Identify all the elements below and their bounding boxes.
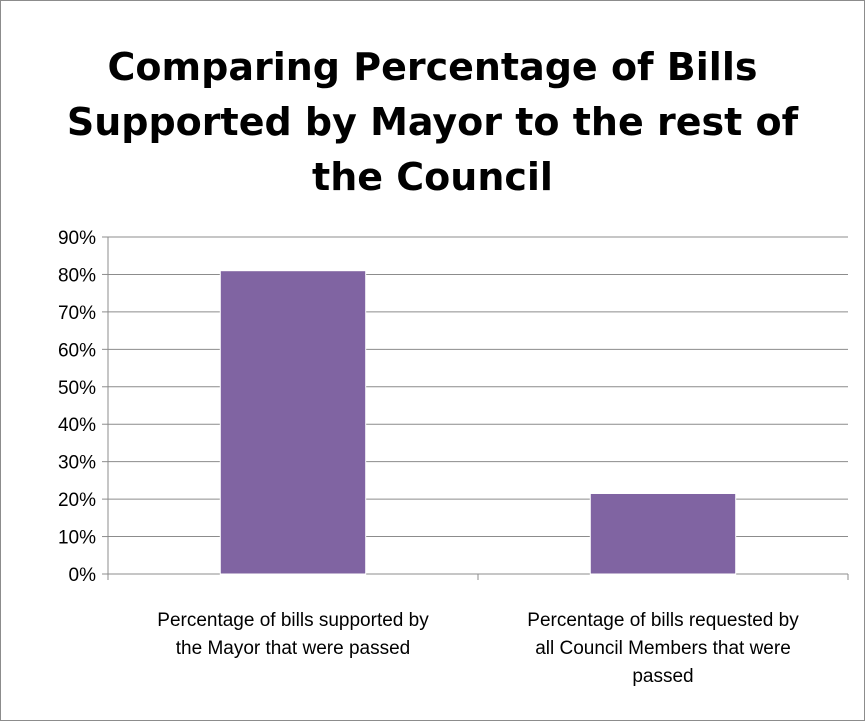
y-tick-label: 90% (58, 228, 96, 249)
y-tick-label: 80% (58, 265, 96, 286)
y-tick-label: 10% (58, 528, 96, 549)
y-tick-label: 0% (69, 565, 97, 586)
chart-title: Comparing Percentage of Bills Supported … (0, 40, 865, 205)
bar (589, 492, 737, 575)
y-tick-label: 50% (58, 378, 96, 399)
x-category-label: Percentage of bills requested by (527, 610, 799, 631)
bar (219, 270, 367, 575)
y-tick-label: 30% (58, 453, 96, 474)
y-tick-label: 40% (58, 415, 96, 436)
chart-title-line-3: the Council (312, 155, 553, 199)
x-category-label: all Council Members that were (535, 638, 791, 659)
x-category-label: the Mayor that were passed (176, 638, 410, 659)
x-category-label: passed (632, 666, 693, 687)
y-tick-label: 20% (58, 490, 96, 511)
chart-title-line-1: Comparing Percentage of Bills (107, 45, 758, 89)
x-category-label: Percentage of bills supported by (157, 610, 429, 631)
y-tick-label: 70% (58, 303, 96, 324)
y-tick-label: 60% (58, 340, 96, 361)
chart-title-line-2: Supported by Mayor to the rest of (66, 100, 799, 144)
